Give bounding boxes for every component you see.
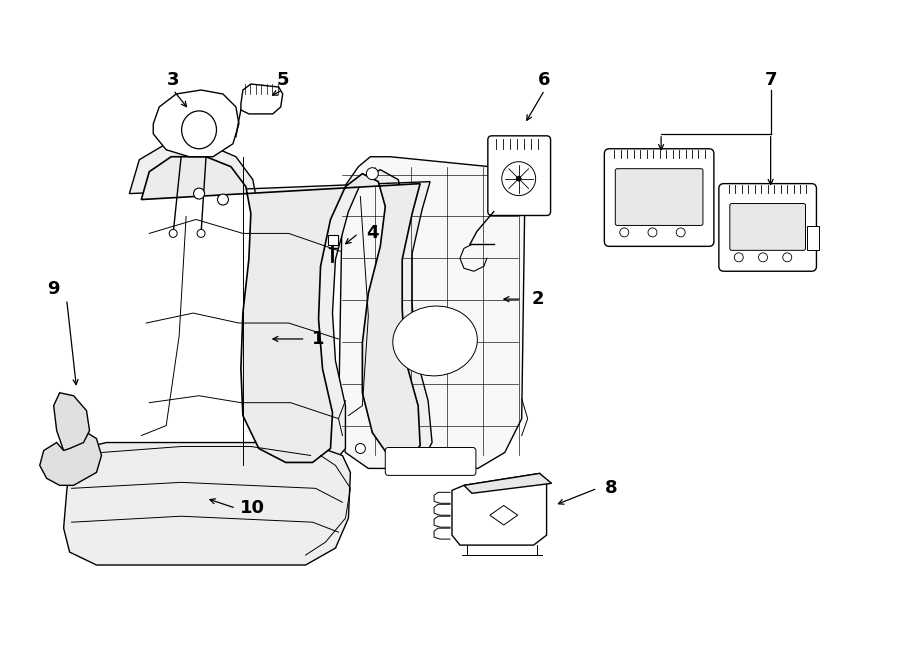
FancyBboxPatch shape	[604, 149, 714, 247]
Circle shape	[759, 253, 768, 262]
Ellipse shape	[392, 306, 477, 376]
Text: 4: 4	[366, 225, 379, 243]
Polygon shape	[464, 473, 552, 493]
FancyBboxPatch shape	[807, 227, 819, 251]
Text: 8: 8	[605, 479, 617, 497]
Circle shape	[218, 194, 229, 205]
FancyBboxPatch shape	[730, 204, 806, 251]
Text: 3: 3	[166, 71, 179, 89]
FancyBboxPatch shape	[719, 184, 816, 271]
Circle shape	[502, 162, 536, 196]
Circle shape	[648, 228, 657, 237]
FancyBboxPatch shape	[616, 169, 703, 225]
Text: 2: 2	[531, 290, 544, 308]
Circle shape	[356, 444, 365, 453]
Polygon shape	[153, 90, 238, 157]
Text: 10: 10	[240, 499, 266, 518]
Circle shape	[517, 176, 521, 181]
Circle shape	[194, 188, 204, 199]
Polygon shape	[452, 473, 546, 545]
Circle shape	[169, 229, 177, 237]
Text: 1: 1	[312, 330, 325, 348]
FancyBboxPatch shape	[385, 447, 476, 475]
Polygon shape	[338, 157, 525, 469]
Polygon shape	[64, 442, 350, 565]
Polygon shape	[141, 157, 420, 463]
Circle shape	[504, 176, 516, 188]
Circle shape	[620, 228, 629, 237]
Circle shape	[783, 253, 792, 262]
Circle shape	[197, 229, 205, 237]
FancyBboxPatch shape	[328, 235, 338, 245]
Polygon shape	[130, 144, 432, 473]
Polygon shape	[241, 84, 283, 114]
Text: 9: 9	[48, 280, 60, 298]
Circle shape	[676, 228, 685, 237]
Polygon shape	[490, 506, 518, 525]
FancyBboxPatch shape	[488, 136, 551, 215]
Polygon shape	[54, 393, 89, 451]
Ellipse shape	[182, 111, 217, 149]
Circle shape	[734, 253, 743, 262]
Polygon shape	[40, 430, 102, 485]
Text: 6: 6	[538, 71, 551, 89]
Text: 7: 7	[764, 71, 777, 89]
Circle shape	[366, 168, 378, 180]
Text: 5: 5	[276, 71, 289, 89]
